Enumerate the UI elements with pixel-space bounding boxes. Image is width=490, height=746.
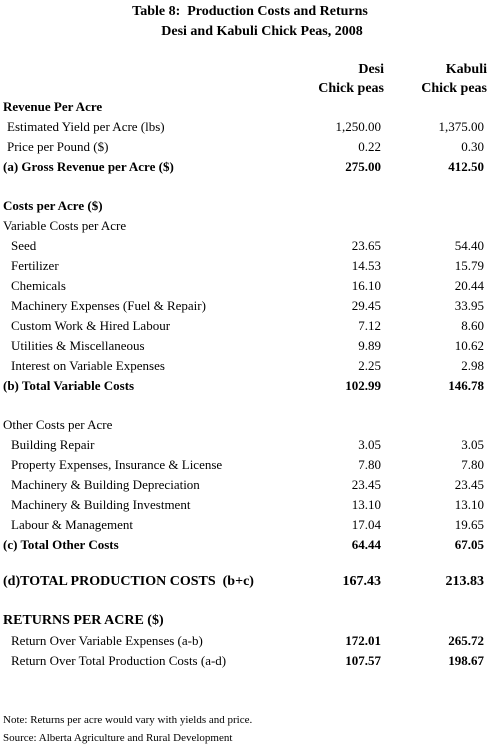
row-label: Chemicals [11,278,66,293]
cell: 54.40 [454,238,484,253]
cell: 19.65 [454,517,484,532]
row-label: Variable Costs per Acre [3,218,127,233]
cell: 29.45 [351,298,381,313]
row-label: Seed [11,238,37,253]
row-label: Return Over Total Production Costs (a-d) [11,653,227,668]
row-label: Price per Pound ($) [7,139,109,154]
note: Note: Returns per acre would vary with y… [3,714,253,726]
row-label: Utilities & Miscellaneous [11,338,145,353]
cell: 3.05 [461,437,484,452]
row-label: (d)TOTAL PRODUCTION COSTS (b+c) [3,574,254,589]
row-label: Costs per Acre ($) [3,198,103,213]
column-header: Kabuli [445,62,487,77]
row-label: (b) Total Variable Costs [3,378,135,393]
cell: 265.72 [448,633,484,648]
cell: 23.45 [351,477,381,492]
cell: 14.53 [351,258,381,273]
cell: 1,375.00 [438,119,485,134]
row-label: Property Expenses, Insurance & License [11,457,223,472]
column-header: Chick peas [421,81,487,96]
cell: 0.22 [358,139,381,154]
row-label: (c) Total Other Costs [3,537,119,552]
row-label: Fertilizer [11,258,59,273]
cell: 23.45 [454,477,484,492]
cell: 107.57 [345,653,381,668]
cell: 7.80 [358,457,381,472]
row-label: Return Over Variable Expenses (a-b) [11,633,203,648]
cell: 13.10 [351,497,381,512]
column-header: Chick peas [318,81,384,96]
cell: 10.62 [454,338,484,353]
row-label: Revenue Per Acre [3,99,103,114]
cell: 9.89 [358,338,381,353]
cell: 1,250.00 [335,119,382,134]
row-label: (a) Gross Revenue per Acre ($) [3,159,174,174]
row-label: Machinery & Building Depreciation [11,477,200,492]
row-label: Machinery & Building Investment [11,497,191,512]
cell: 412.50 [448,159,484,174]
row-label: Building Repair [11,437,95,452]
cell: 67.05 [454,537,484,552]
title-line: Desi and Kabuli Chick Peas, 2008 [161,24,363,39]
row-label: Estimated Yield per Acre (lbs) [7,119,165,134]
cell: 172.01 [345,633,381,648]
cell: 17.04 [351,517,381,532]
cell: 0.30 [461,139,484,154]
cell: 33.95 [454,298,484,313]
cell: 2.98 [461,358,484,373]
cell: 213.83 [445,574,485,589]
cell: 23.65 [351,238,381,253]
cell: 198.67 [448,653,484,668]
row-label: Other Costs per Acre [3,417,113,432]
cell: 102.99 [345,378,381,393]
row-label: Interest on Variable Expenses [11,358,165,373]
cell: 146.78 [448,378,484,393]
row-label: Machinery Expenses (Fuel & Repair) [11,298,206,313]
row-label: Labour & Management [11,517,134,532]
column-header: Desi [358,62,384,77]
cell: 167.43 [342,574,382,589]
cell: 15.79 [454,258,484,273]
row-label: Custom Work & Hired Labour [11,318,171,333]
cell: 7.80 [461,457,484,472]
cell: 7.12 [358,318,381,333]
cell: 2.25 [358,358,381,373]
row-label: RETURNS PER ACRE ($) [3,613,164,628]
title-line: Table 8: Production Costs and Returns [132,4,368,19]
cell: 3.05 [358,437,381,452]
cell: 8.60 [461,318,484,333]
cell: 13.10 [454,497,484,512]
note: Source: Alberta Agriculture and Rural De… [3,732,233,744]
cell: 275.00 [345,159,381,174]
cell: 64.44 [351,537,381,552]
cell: 20.44 [454,278,484,293]
cell: 16.10 [351,278,381,293]
